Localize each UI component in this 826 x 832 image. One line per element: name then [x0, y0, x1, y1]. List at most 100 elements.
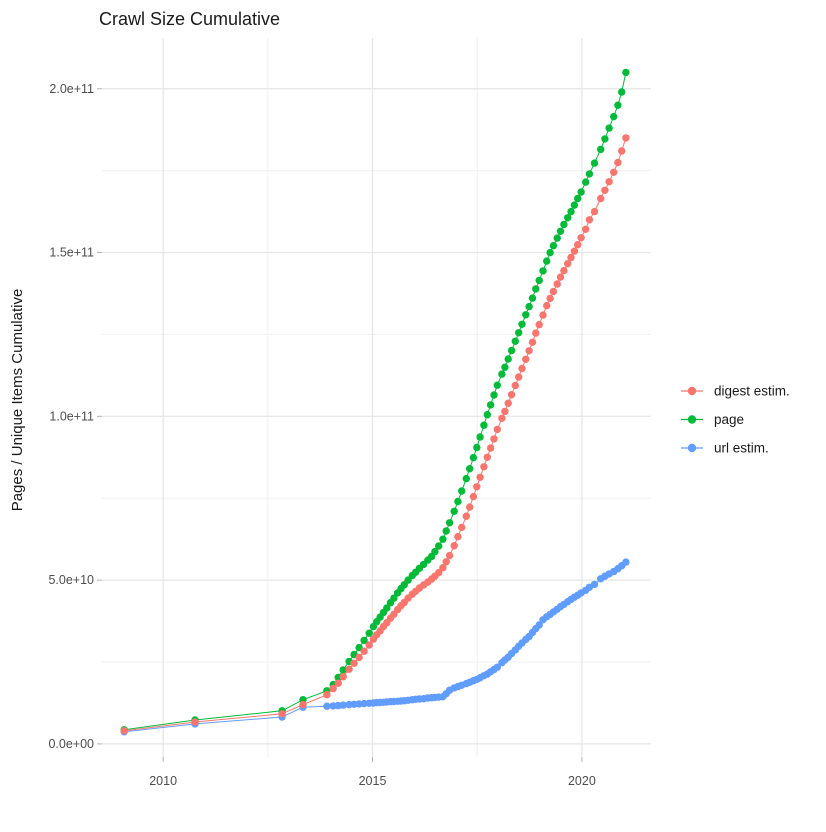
data-point — [454, 497, 462, 506]
data-point — [466, 465, 474, 473]
data-point — [532, 329, 540, 337]
data-point — [476, 473, 484, 481]
data-point — [522, 355, 530, 363]
data-point — [445, 551, 454, 560]
data-point — [360, 647, 368, 655]
y-tick-label: 0.0e+00 — [48, 737, 94, 751]
data-point — [610, 112, 618, 121]
data-point — [278, 710, 286, 718]
legend-label-page: page — [714, 412, 744, 427]
data-point — [574, 241, 582, 249]
data-point — [574, 194, 582, 203]
series-url-estim- — [120, 558, 630, 736]
data-point — [525, 302, 533, 311]
legend-item-page: page — [714, 412, 744, 427]
y-tick-label: 2.0e+11 — [49, 82, 94, 96]
data-point — [323, 702, 331, 710]
data-point — [582, 225, 590, 233]
data-point — [480, 421, 488, 429]
chart-title: Crawl Size Cumulative — [99, 9, 280, 29]
data-point — [504, 399, 512, 407]
data-point — [486, 401, 495, 409]
data-point — [120, 727, 128, 735]
data-point — [549, 287, 558, 296]
data-point — [518, 320, 526, 328]
data-point — [355, 653, 363, 662]
data-point — [462, 512, 470, 520]
data-point — [546, 294, 554, 303]
data-point — [605, 178, 613, 186]
data-point — [535, 320, 543, 329]
data-point — [469, 453, 478, 462]
series-digest-estim- — [120, 134, 630, 735]
data-point — [345, 665, 353, 673]
data-point — [590, 159, 599, 167]
data-point — [473, 443, 481, 452]
data-point — [507, 346, 516, 355]
data-point — [486, 444, 495, 452]
data-point — [339, 666, 347, 674]
data-point — [493, 425, 501, 434]
x-tick-label: 2020 — [568, 774, 596, 788]
data-point — [515, 373, 523, 381]
data-point — [462, 474, 470, 483]
data-point — [442, 558, 450, 566]
data-point — [585, 170, 594, 178]
data-point — [334, 679, 342, 687]
data-point — [390, 594, 398, 602]
data-point — [614, 158, 622, 167]
data-point — [549, 242, 558, 250]
legend-item-url: url estim. — [714, 441, 769, 456]
data-point — [439, 564, 447, 572]
data-point — [435, 542, 443, 550]
data-point — [564, 214, 572, 222]
data-point — [560, 220, 568, 229]
data-point — [450, 542, 458, 550]
data-point — [365, 629, 373, 637]
data-point — [618, 88, 626, 96]
data-point — [473, 483, 481, 491]
data-point — [539, 311, 547, 319]
series-page — [120, 68, 630, 734]
data-point — [622, 134, 630, 142]
data-point — [601, 135, 609, 143]
data-point — [431, 547, 439, 556]
y-tick-label: 1.0e+11 — [49, 409, 94, 423]
data-point — [339, 701, 347, 709]
x-tick-label: 2010 — [149, 774, 177, 788]
data-point — [458, 523, 466, 532]
data-point — [525, 347, 533, 355]
data-point — [360, 636, 368, 645]
data-point — [605, 124, 613, 132]
data-point — [329, 684, 337, 693]
data-point — [191, 718, 199, 726]
data-series — [120, 68, 630, 736]
data-point — [532, 285, 540, 293]
data-point — [618, 147, 626, 155]
legend-key-point — [687, 443, 697, 453]
data-point — [590, 580, 599, 589]
data-point — [528, 338, 537, 346]
data-point — [622, 68, 630, 77]
data-point — [597, 194, 605, 203]
data-point — [507, 391, 516, 399]
y-axis-title: Pages / Unique Items Cumulative — [9, 289, 26, 512]
data-point — [490, 391, 498, 399]
data-point — [535, 276, 543, 285]
data-point — [483, 453, 491, 461]
data-point — [567, 253, 575, 262]
data-point — [543, 257, 551, 265]
data-point — [323, 691, 331, 699]
data-point — [515, 329, 523, 337]
data-point — [501, 363, 509, 371]
legend-key-point — [687, 415, 697, 424]
data-point — [546, 248, 554, 257]
data-point — [454, 532, 462, 541]
data-point — [466, 503, 474, 511]
legend-key-point — [687, 386, 697, 396]
data-point — [518, 364, 526, 373]
data-point — [535, 621, 543, 629]
legend-item-digest: digest estim. — [714, 384, 790, 399]
data-point — [498, 414, 506, 422]
data-point — [299, 700, 307, 709]
